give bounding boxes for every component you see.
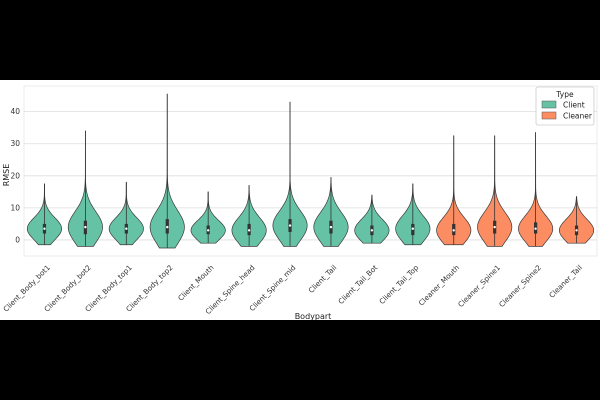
violin-cleaner-spine2 [518,132,554,247]
violin-cleaner-tail [558,196,595,244]
x-tick-label: Cleaner_Spine2 [497,263,543,309]
violin-client-spine-head [231,185,267,247]
x-tick-label: Client_Tail_Bot [336,263,379,306]
violin-median-point [43,227,46,230]
violin-median-point [452,229,455,232]
y-tick-label: 40 [10,107,20,116]
violin-client-mouth [190,191,226,244]
violin-median-point [206,229,210,232]
x-tick-label: Client_Mouth [176,263,216,303]
y-axis-label: RMSE [2,164,11,187]
violin-client-spine-mid [272,101,308,247]
y-tick-label: 30 [10,139,20,148]
violin-client-body-top1 [108,181,144,246]
chart-figure: 0 10 20 30 40 Client_Body_bot1 Client_Body_bot… [0,80,600,320]
violin-client-tail [313,177,349,247]
violin-median-point [125,227,128,230]
legend-title: Type [555,90,574,99]
legend-swatch-cleaner [541,111,557,120]
violin-median-point [288,224,292,227]
violin-chart: 010203040Client_Body_bot1Client_Body_bot… [1,85,598,320]
violin-median-point [534,227,537,230]
x-tick-label: Client_Tail [307,263,339,295]
violin-median-point [84,225,87,229]
violin-median-point [329,225,333,229]
y-tick-label: 20 [10,171,20,180]
violin-median-point [493,225,496,229]
violin-client-tail-bot [354,194,390,244]
violin-client-body-bot2 [67,130,103,247]
y-tick-label: 10 [10,203,20,212]
violin-client-body-bot1 [26,183,63,246]
x-axis-label: Bodypart [295,312,332,320]
violin-cleaner-mouth [436,135,472,246]
violin-median-point [247,229,251,232]
violin-client-body-top2 [149,93,185,249]
x-tick-label: Client_Tail_Top [377,263,420,306]
violin-median-point [411,227,415,230]
plot-area [23,85,598,257]
x-tick-label: Cleaner_Mouth [417,263,461,307]
x-tick-label: Cleaner_Tail [547,263,584,300]
x-tick-label: Cleaner_Spine1 [456,263,502,309]
y-tick-label: 0 [15,235,20,244]
violin-client-tail-top [395,183,431,246]
legend-swatch-client [541,100,557,109]
violin-median-point [370,229,374,232]
violin-median-point [166,225,169,229]
violin-layer [26,93,595,249]
legend-label-cleaner: Cleaner [563,112,593,121]
legend-label-client: Client [563,101,585,110]
violin-median-point [575,229,578,232]
legend: Type Client Cleaner [535,86,595,126]
violin-cleaner-spine1 [477,135,513,247]
